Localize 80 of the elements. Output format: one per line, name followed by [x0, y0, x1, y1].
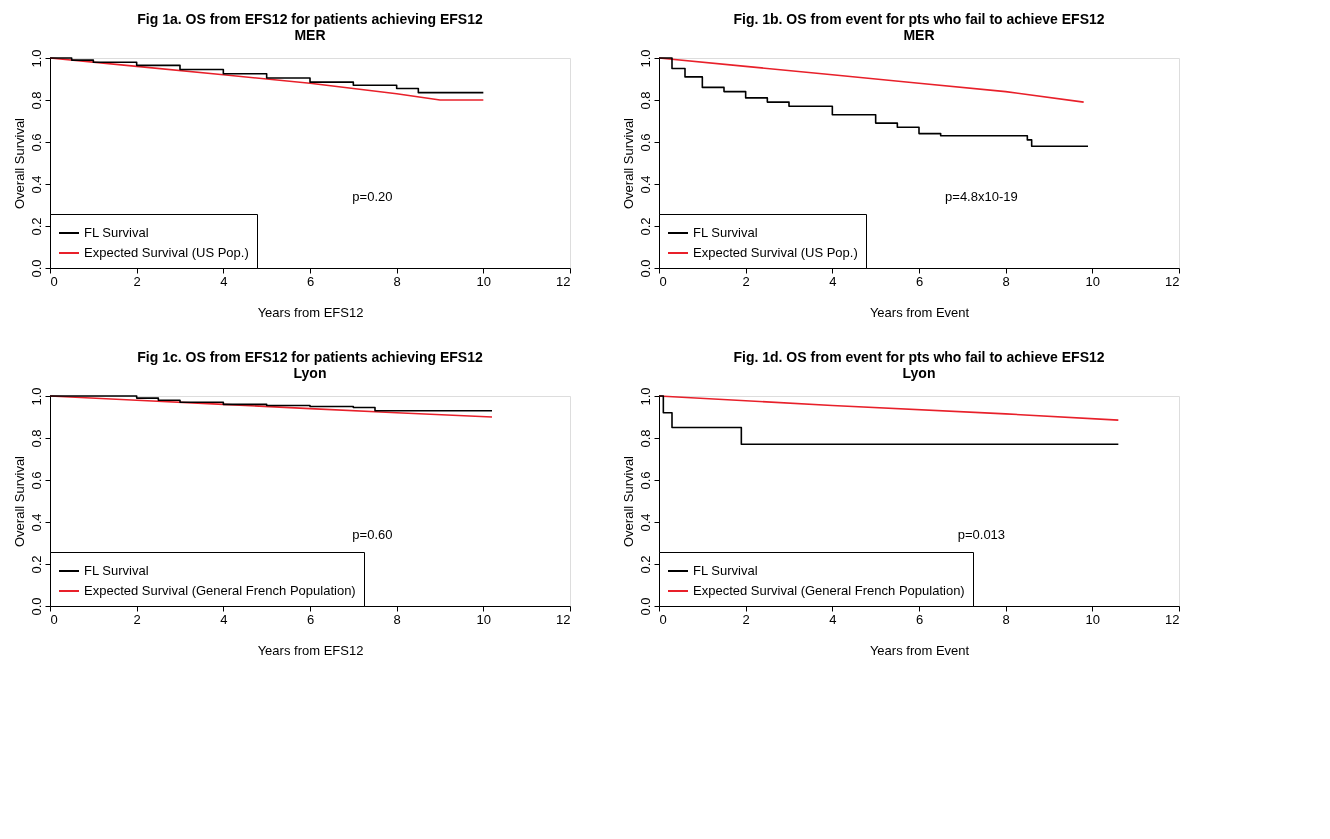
y-tick-label: 0.0 [637, 259, 653, 278]
x-tick-label: 2 [742, 273, 750, 289]
x-tick-label: 2 [133, 611, 141, 627]
chart-title: Fig. 1b. OS from event for pts who fail to achieve EFS12 [733, 10, 1105, 27]
chart-title: Fig 1c. OS from EFS12 for patients achieving EFS12 [137, 348, 483, 365]
annotation: p=0.013 [957, 526, 1006, 542]
y-tick-label: 0.6 [637, 133, 653, 152]
x-tick-label: 4 [220, 611, 228, 627]
annotation: p=4.8x10-19 [945, 188, 1018, 204]
chart-subtitle: MER [294, 26, 326, 43]
x-tick-label: 12 [1165, 611, 1180, 627]
chart-subtitle: Lyon [902, 364, 936, 381]
y-tick-label: 1.0 [28, 387, 44, 406]
y-tick-label: 0.6 [637, 471, 653, 490]
legend-label: Expected Survival (General French Population) [84, 583, 356, 598]
x-tick-label: 6 [915, 611, 924, 627]
legend-label: Expected Survival (US Pop.) [693, 245, 858, 260]
x-tick-label: 8 [393, 611, 401, 627]
x-tick-label: 6 [306, 611, 315, 627]
x-tick-label: 6 [915, 273, 924, 289]
annotation: p=0.20 [352, 188, 393, 204]
x-axis-title: Years from Event [869, 642, 970, 658]
x-axis-title: Years from EFS12 [257, 304, 364, 320]
x-tick-label: 0 [50, 273, 58, 289]
x-tick-label: 10 [1085, 273, 1101, 289]
y-tick-label: 0.4 [637, 175, 653, 194]
x-tick-label: 4 [220, 273, 228, 289]
y-tick-label: 1.0 [637, 387, 653, 406]
x-tick-label: 10 [476, 273, 492, 289]
y-axis-title: Overall Survival [620, 455, 636, 548]
annotation: p=0.60 [352, 526, 393, 542]
y-tick-label: 0.4 [28, 175, 44, 194]
y-tick-label: 0.2 [637, 555, 653, 574]
legend-label: Expected Survival (General French Population) [693, 583, 965, 598]
y-tick-label: 0.2 [28, 555, 44, 574]
x-tick-label: 2 [133, 273, 141, 289]
y-tick-label: 0.0 [28, 259, 44, 278]
y-tick-label: 0.4 [637, 513, 653, 532]
x-tick-label: 12 [556, 611, 571, 627]
legend-label: FL Survival [693, 225, 758, 240]
x-tick-label: 6 [306, 273, 315, 289]
x-tick-label: 0 [659, 273, 667, 289]
x-tick-label: 0 [659, 611, 667, 627]
chart-subtitle: MER [903, 26, 935, 43]
y-tick-label: 0.2 [637, 217, 653, 236]
chart-subtitle: Lyon [293, 364, 327, 381]
y-tick-label: 0.6 [28, 133, 44, 152]
x-axis-title: Years from Event [869, 304, 970, 320]
chart-title: Fig 1a. OS from EFS12 for patients achieving EFS12 [137, 10, 483, 27]
y-tick-label: 0.8 [637, 91, 653, 110]
x-tick-label: 0 [50, 611, 58, 627]
y-tick-label: 0.6 [28, 471, 44, 490]
y-tick-label: 0.8 [637, 429, 653, 448]
x-tick-label: 12 [1165, 273, 1180, 289]
x-axis-title: Years from EFS12 [257, 642, 364, 658]
legend-label: FL Survival [693, 563, 758, 578]
x-tick-label: 2 [742, 611, 750, 627]
x-tick-label: 4 [829, 273, 837, 289]
x-tick-label: 4 [829, 611, 837, 627]
x-tick-label: 8 [393, 273, 401, 289]
legend-label: FL Survival [84, 563, 149, 578]
y-tick-label: 0.2 [28, 217, 44, 236]
x-tick-label: 10 [476, 611, 492, 627]
legend-label: Expected Survival (US Pop.) [84, 245, 249, 260]
y-axis-title: Overall Survival [620, 117, 636, 210]
x-tick-label: 8 [1002, 611, 1010, 627]
chart-title: Fig. 1d. OS from event for pts who fail to achieve EFS12 [733, 348, 1105, 365]
y-tick-label: 0.0 [28, 597, 44, 616]
y-tick-label: 1.0 [637, 49, 653, 68]
y-tick-label: 0.8 [28, 429, 44, 448]
y-tick-label: 0.0 [637, 597, 653, 616]
x-tick-label: 12 [556, 273, 571, 289]
y-tick-label: 1.0 [28, 49, 44, 68]
y-axis-title: Overall Survival [11, 117, 27, 210]
legend-label: FL Survival [84, 225, 149, 240]
x-tick-label: 8 [1002, 273, 1010, 289]
y-axis-title: Overall Survival [11, 455, 27, 548]
x-tick-label: 10 [1085, 611, 1101, 627]
y-tick-label: 0.8 [28, 91, 44, 110]
y-tick-label: 0.4 [28, 513, 44, 532]
